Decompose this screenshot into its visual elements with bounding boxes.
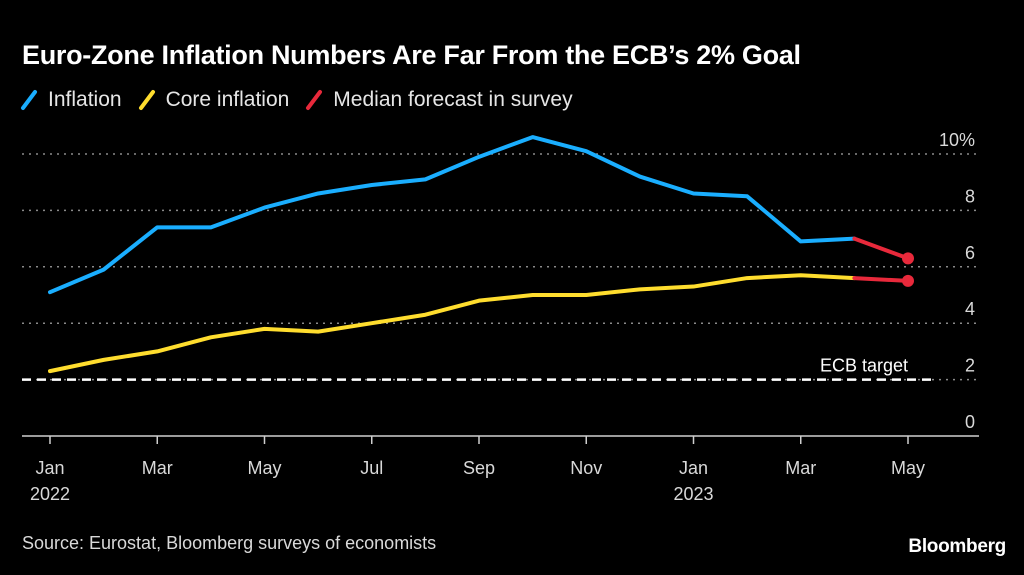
x-tick-label: Mar	[142, 458, 173, 478]
forecast-line	[852, 276, 910, 283]
y-tick-label: 4	[965, 299, 975, 319]
x-tick-label: May	[247, 458, 281, 478]
legend-item-core-inflation: Core inflation	[136, 88, 290, 112]
forecast-point	[902, 274, 914, 287]
legend-swatch-icon	[306, 90, 323, 110]
series-line-inflation	[48, 135, 857, 295]
forecast-line	[852, 236, 910, 261]
series-lines	[48, 135, 914, 374]
x-tick-label: Sep	[463, 458, 495, 478]
y-tick-label: 8	[965, 186, 975, 206]
gridlines	[22, 153, 979, 381]
y-tick-label: 6	[965, 243, 975, 263]
chart-title: Euro-Zone Inflation Numbers Are Far From…	[22, 40, 801, 70]
legend-item-median-forecast: Median forecast in survey	[303, 88, 573, 112]
source-note: Source: Eurostat, Bloomberg surveys of e…	[22, 533, 437, 553]
x-tick-label: Jan	[679, 458, 708, 478]
legend-item-inflation: Inflation	[18, 88, 122, 112]
series-line-core-inflation	[48, 273, 857, 374]
legend-label: Inflation	[48, 88, 122, 111]
ecb-target-label: ECB target	[820, 356, 908, 376]
legend-swatch-icon	[138, 90, 155, 110]
forecast-point	[902, 252, 914, 265]
y-tick-label: 0	[965, 412, 975, 432]
x-axis: Jan 2022 Mar May Jul Sep Nov Jan 2023 Mar May	[22, 435, 979, 504]
bloomberg-logo: Bloomberg	[908, 536, 1006, 557]
x-tick-label: Nov	[570, 458, 602, 478]
y-tick-label: 10%	[939, 130, 975, 150]
x-tick-year-label: 2023	[673, 484, 713, 504]
x-tick-label: Mar	[785, 458, 816, 478]
x-tick-label: Jan	[35, 458, 64, 478]
x-tick-label: Jul	[360, 458, 383, 478]
x-tick-year-label: 2022	[30, 484, 70, 504]
x-tick-label: May	[891, 458, 925, 478]
y-axis-labels: 0 2 4 6 8 10%	[939, 130, 975, 432]
y-tick-label: 2	[965, 356, 975, 376]
legend: Inflation Core inflation Median forecast…	[18, 88, 587, 112]
legend-label: Median forecast in survey	[333, 88, 573, 111]
legend-swatch-icon	[21, 90, 37, 110]
legend-label: Core inflation	[165, 88, 290, 111]
